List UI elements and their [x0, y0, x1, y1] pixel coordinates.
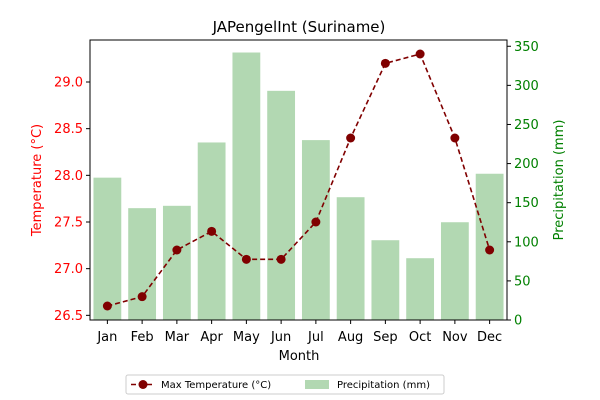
legend-label-precipitation: Precipitation (mm)	[337, 380, 430, 391]
x-tick-label: Jun	[270, 330, 291, 345]
precipitation-bars	[93, 52, 504, 321]
x-tick-label: May	[233, 330, 260, 345]
legend-bar-swatch	[305, 380, 329, 389]
left-tick-label: 28.5	[54, 122, 83, 137]
temperature-point-nov	[450, 133, 460, 143]
precipitation-bar-jul	[301, 140, 330, 320]
plot-frame	[89, 39, 508, 321]
x-tick-label: Jul	[307, 330, 324, 345]
month-axis: Jan Feb Mar Apr May Jun Jul Aug Sep Oct Nov Dec	[96, 320, 502, 345]
precipitation-bar-mar	[162, 205, 191, 320]
x-tick-label: Feb	[131, 330, 154, 345]
x-tick-label: Oct	[409, 330, 431, 345]
temperature-point-jul	[311, 217, 321, 227]
right-tick-label: 350	[514, 40, 539, 55]
precipitation-bar-nov	[440, 222, 469, 320]
x-axis-title: Month	[279, 349, 320, 364]
chart-title: JAPengelInt (Suriname)	[212, 18, 386, 36]
temperature-point-mar	[172, 245, 182, 255]
temperature-point-jun	[276, 254, 286, 264]
legend-box	[125, 374, 445, 395]
precipitation-bar-jan	[93, 177, 122, 320]
x-tick-label: Jan	[96, 330, 117, 345]
x-tick-label: Nov	[442, 330, 468, 345]
temperature-point-oct	[415, 49, 425, 59]
temperature-point-aug	[346, 133, 356, 143]
right-tick-label: 250	[514, 118, 539, 133]
precipitation-bar-may	[232, 52, 261, 320]
x-tick-label: Mar	[165, 330, 190, 345]
legend: Max Temperature (°C) Precipitation (mm)	[125, 374, 445, 395]
left-tick-label: 26.5	[54, 309, 83, 324]
temperature-line	[102, 49, 495, 311]
x-tick-label: Apr	[200, 330, 223, 345]
legend-label-temperature: Max Temperature (°C)	[161, 380, 271, 391]
temperature-point-apr	[207, 226, 217, 236]
precipitation-bar-oct	[406, 258, 435, 320]
left-axis-title: Temperature (°C)	[30, 124, 45, 237]
right-axis-title: Precipitation (mm)	[552, 120, 567, 241]
temperature-point-feb	[137, 292, 147, 302]
temperature-point-sep	[380, 58, 390, 68]
legend-marker-swatch	[138, 380, 148, 389]
temperature-axis: 26.5 27.0 27.5 28.0 28.5 29.0	[54, 76, 90, 324]
left-tick-label: 27.0	[54, 262, 83, 277]
right-tick-label: 150	[514, 196, 539, 211]
precipitation-axis: 0 50 100 150 200 250 300 350	[507, 40, 539, 329]
precipitation-bar-aug	[336, 197, 365, 320]
left-tick-label: 29.0	[54, 76, 83, 91]
left-tick-label: 28.0	[54, 169, 83, 184]
left-tick-label: 27.5	[54, 216, 83, 231]
right-tick-label: 300	[514, 79, 539, 94]
x-tick-label: Aug	[338, 330, 363, 345]
x-tick-label: Dec	[477, 330, 502, 345]
precipitation-bar-jun	[267, 90, 296, 321]
temperature-point-jan	[102, 301, 112, 311]
temperature-point-dec	[485, 245, 495, 255]
right-tick-label: 50	[514, 274, 531, 289]
precipitation-bar-sep	[371, 240, 400, 320]
right-tick-label: 0	[514, 314, 522, 329]
right-tick-label: 200	[514, 157, 539, 172]
x-tick-label: Sep	[373, 330, 398, 345]
temperature-series-line	[107, 53, 491, 307]
temperature-point-may	[241, 254, 251, 264]
precipitation-bar-feb	[128, 208, 157, 320]
right-tick-label: 100	[514, 235, 539, 250]
